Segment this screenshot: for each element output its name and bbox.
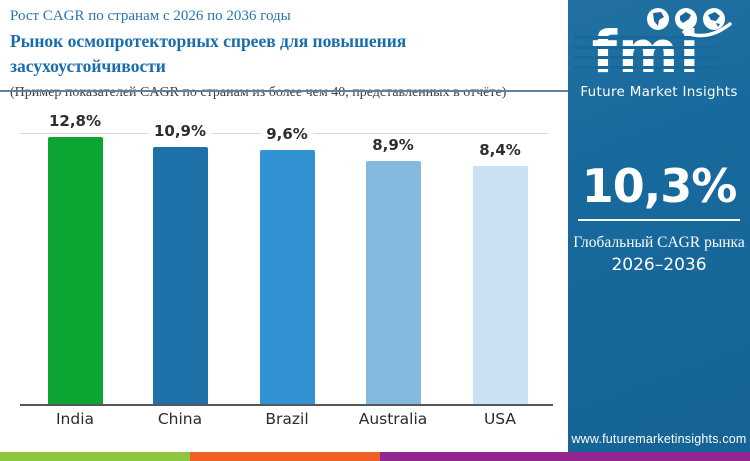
bar-value-china: 10,9% [148,121,212,141]
bar-value-australia: 8,9% [367,135,419,155]
bar-value-usa: 8,4% [474,140,526,160]
bar-category-australia: Australia [358,410,428,428]
chart-subtitle: (Пример показателей CAGR по странам из б… [10,84,507,100]
bar-brazil [259,150,315,404]
bar-chart: 12,8% India 10,9% China 9,6% Brazil 8,9% Austra… [0,92,568,452]
bar-india [47,137,103,404]
svg-text:fmi: fmi [592,18,701,86]
page-title: Рынок осмопротекторных спреев для повыше… [10,31,407,77]
footer-stripe [0,452,750,461]
global-cagr-label: Глобальный CAGR рынка [573,234,745,251]
bar-china [152,147,208,404]
bar-category-india: India [55,410,95,428]
website-url: www.futuremarketinsights.com [571,432,747,446]
stripe-orange [190,452,380,461]
bar-category-brazil: Brazil [265,410,309,428]
x-axis-line [20,404,553,406]
sidebar-divider [578,219,740,221]
globe-europe-icon [675,8,697,30]
global-cagr-years: 2026–2036 [611,255,707,276]
fmi-tagline: Future Market Insights [580,84,737,100]
header: Рост CAGR по странам с 2026 по 2036 годы… [10,6,566,102]
header-divider [0,90,568,92]
bar-category-china: China [157,410,203,428]
chart-kicker: Рост CAGR по странам с 2026 по 2036 годы [10,8,291,24]
bar-value-brazil: 9,6% [261,124,313,144]
globe-americas-icon [647,8,669,30]
bar-category-usa: USA [483,410,517,428]
fmi-logo-graphic: fmi [574,8,737,100]
stripe-purple [380,452,750,461]
sidebar: fmi [568,0,750,452]
stripe-green [0,452,190,461]
bar-usa [472,166,528,404]
bar-value-india: 12,8% [43,111,107,131]
fmi-logo: fmi [574,6,744,107]
bar-australia [365,161,421,404]
global-cagr-value: 10,3% [581,159,738,213]
globe-asia-icon [703,8,725,30]
